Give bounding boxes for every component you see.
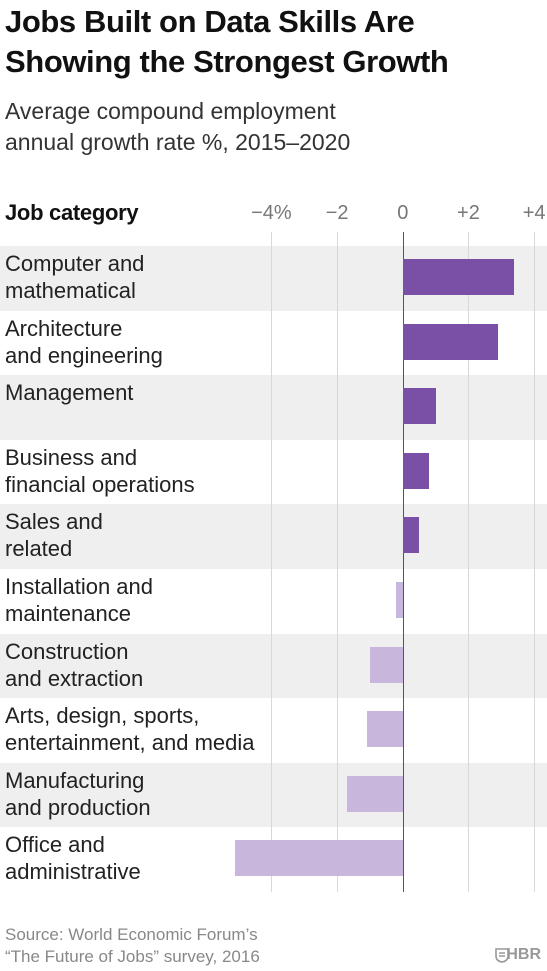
category-label: Manufacturing and production xyxy=(5,767,151,820)
row-band xyxy=(0,633,547,699)
category-label: Office and administrative xyxy=(5,832,141,885)
bar xyxy=(235,840,403,877)
x-tick-label: 0 xyxy=(397,202,409,224)
bar xyxy=(346,775,403,812)
category-label: Construction and extraction xyxy=(5,638,144,691)
category-label: Architecture and engineering xyxy=(5,315,163,368)
grid-line xyxy=(534,232,536,892)
brand: HBR xyxy=(506,946,541,963)
bar xyxy=(369,646,403,683)
chart-title: Jobs Built on Data Skills Are Showing th… xyxy=(5,4,449,79)
row-band xyxy=(0,375,547,440)
chart-subtitle: Average compound employment annual growt… xyxy=(5,98,351,155)
bar xyxy=(402,452,430,489)
bar xyxy=(396,582,403,618)
category-label: Business and financial operations xyxy=(5,444,195,497)
category-axis-label: Job category xyxy=(5,200,139,225)
row-band xyxy=(0,504,547,569)
brand-icon xyxy=(495,948,509,963)
grid-line xyxy=(468,232,470,892)
bar xyxy=(402,259,515,295)
x-tick-label: −2 xyxy=(325,202,349,224)
category-label: Installation and maintenance xyxy=(5,574,153,626)
category-label: Computer and mathematical xyxy=(5,251,145,303)
x-tick-label: +2 xyxy=(457,202,480,224)
grid-line xyxy=(337,232,339,892)
row-band xyxy=(0,762,547,828)
category-label: Management xyxy=(5,380,134,406)
x-tick-label: −4% xyxy=(251,202,292,224)
bar xyxy=(402,323,498,360)
bar xyxy=(402,388,436,425)
bar xyxy=(402,517,420,554)
x-tick-label: +4 xyxy=(522,202,546,224)
category-label: Arts, design, sports, entertainment, and… xyxy=(5,703,255,756)
grid-line xyxy=(271,232,273,892)
source-note: Source: World Economic Forum’s “The Futu… xyxy=(5,925,260,966)
category-label: Sales and related xyxy=(5,509,103,562)
zero-line xyxy=(402,232,404,892)
bar xyxy=(366,711,403,748)
